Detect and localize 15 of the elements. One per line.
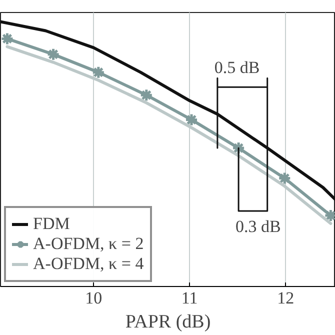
point [92, 66, 106, 80]
point [278, 171, 292, 185]
point [184, 112, 198, 126]
annotation: 0.3 dB [236, 217, 281, 236]
point [0, 32, 14, 46]
x-axis-title: PAPR (dB) [125, 312, 211, 332]
annotation: 0.5 dB [214, 58, 260, 78]
x-tick-label: 10 [85, 288, 102, 308]
point [46, 48, 60, 62]
x-tick-label: 12 [277, 288, 294, 308]
point [140, 88, 154, 102]
x-tick-label: 11 [181, 288, 198, 308]
legend-label: A-OFDM, κ = 4 [33, 254, 144, 274]
legend-label: FDM [33, 214, 70, 234]
legend-label: A-OFDM, κ = 2 [33, 234, 144, 254]
